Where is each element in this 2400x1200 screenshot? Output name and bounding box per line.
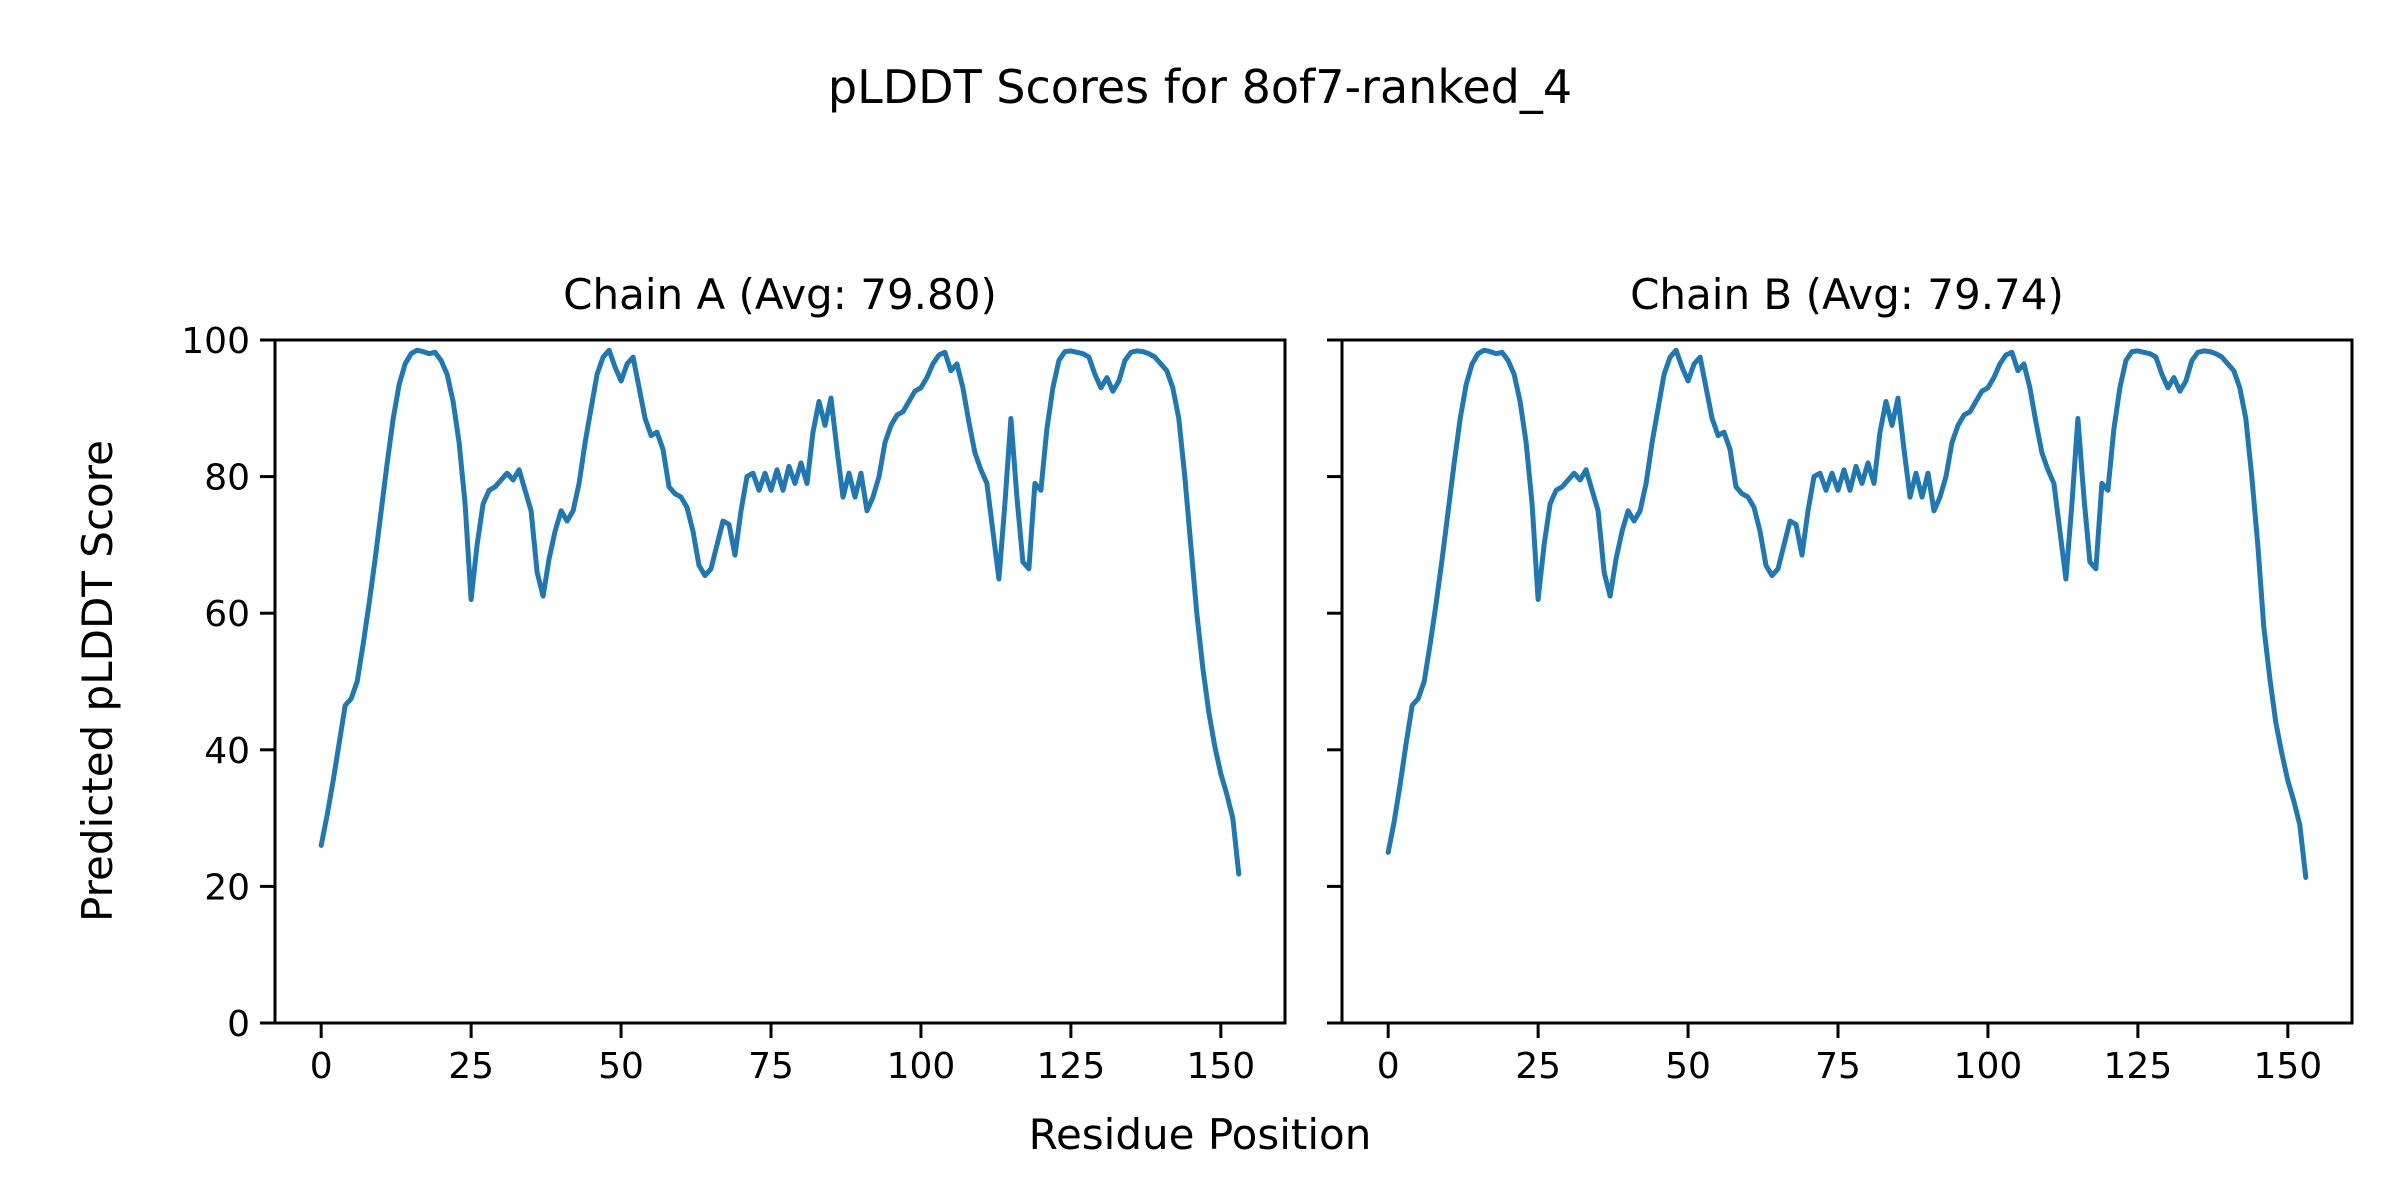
x-tick-label: 50 bbox=[598, 1046, 644, 1087]
x-tick-label: 150 bbox=[2253, 1046, 2322, 1087]
y-tick-label: 80 bbox=[204, 458, 250, 499]
x-tick-label: 0 bbox=[1377, 1046, 1400, 1087]
y-tick-label: 0 bbox=[227, 1004, 250, 1045]
plddt-line-chain-a bbox=[318, 347, 1242, 877]
chain-a-title: Chain A (Avg: 79.80) bbox=[563, 270, 997, 319]
x-tick-label: 100 bbox=[1954, 1046, 2023, 1087]
chain-b-title: Chain B (Avg: 79.74) bbox=[1630, 270, 2064, 319]
plddt-line-chain-b bbox=[1385, 347, 2309, 880]
chain-b-subplot: 0 25 50 75 100 125 150 bbox=[1327, 338, 2354, 1087]
x-tick-label: 100 bbox=[887, 1046, 956, 1087]
y-tick-label: 20 bbox=[204, 867, 250, 908]
x-tick-label: 50 bbox=[1665, 1046, 1711, 1087]
x-tick-label: 25 bbox=[448, 1046, 494, 1087]
x-tick-label: 150 bbox=[1186, 1046, 1255, 1087]
x-tick-label: 75 bbox=[1815, 1046, 1861, 1087]
y-tick-label: 60 bbox=[204, 594, 250, 635]
y-tick-label: 100 bbox=[181, 321, 250, 362]
x-tick-label: 125 bbox=[2104, 1046, 2173, 1087]
figure-title: pLDDT Scores for 8of7-ranked_4 bbox=[827, 60, 1573, 114]
x-tick-label: 125 bbox=[1037, 1046, 1106, 1087]
x-tick-label: 0 bbox=[310, 1046, 333, 1087]
x-tick-label: 25 bbox=[1515, 1046, 1561, 1087]
axes-spines-chain-b bbox=[1340, 338, 2354, 1025]
y-tick-label: 40 bbox=[204, 731, 250, 772]
x-tick-label: 75 bbox=[748, 1046, 794, 1087]
x-axis-label: Residue Position bbox=[1028, 1110, 1372, 1159]
chain-a-subplot: 0 20 40 60 80 100 0 25 50 75 100 125 150 bbox=[181, 321, 1287, 1087]
axes-spines-chain-a bbox=[273, 338, 1287, 1025]
